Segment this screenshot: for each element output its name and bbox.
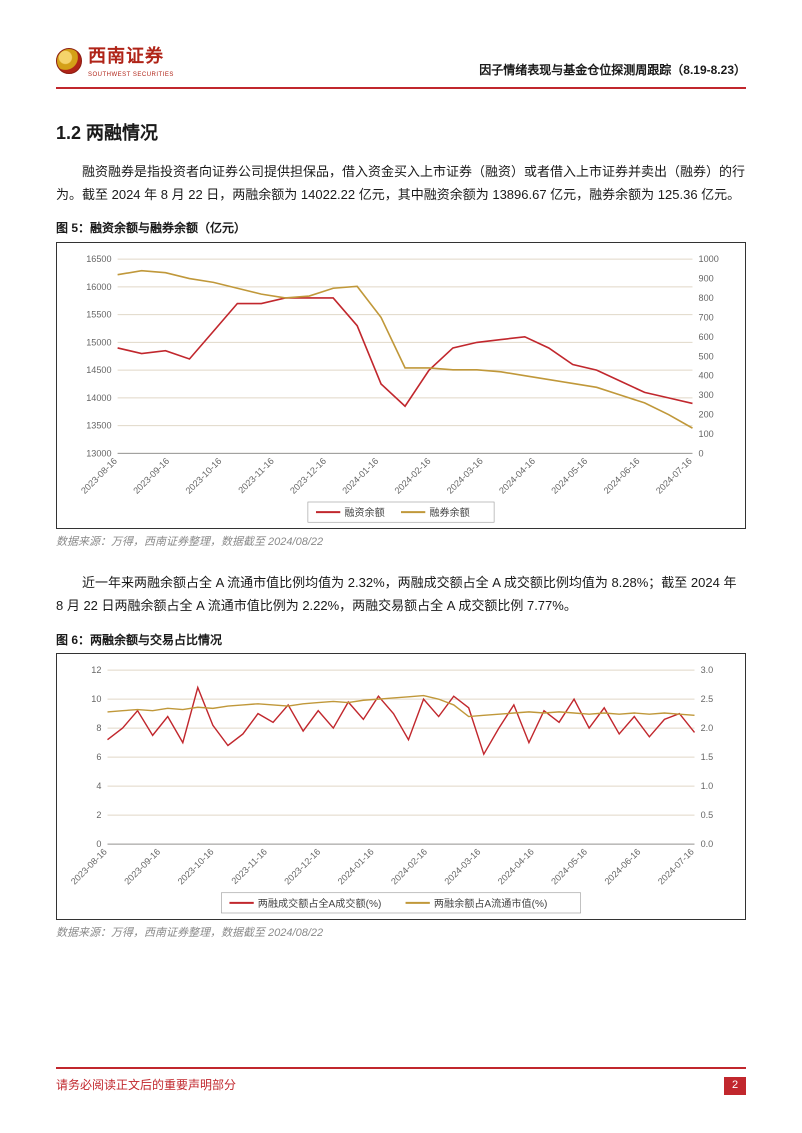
svg-text:900: 900: [699, 274, 714, 284]
svg-text:2023-11-16: 2023-11-16: [236, 456, 275, 495]
chart1-container: 13000 13500 14000 14500 15000 15500 16000 16500…: [56, 242, 746, 529]
svg-text:两融余额占A流通市值(%): 两融余额占A流通市值(%): [434, 897, 547, 910]
svg-text:2024-04-16: 2024-04-16: [497, 456, 537, 496]
svg-text:2024-06-16: 2024-06-16: [603, 847, 643, 887]
section-heading: 1.2 两融情况: [56, 117, 746, 149]
page-root: 西南证券 SOUTHWEST SECURITIES 因子情绪表现与基金仓位探测周…: [0, 0, 802, 1133]
svg-text:1.5: 1.5: [701, 753, 714, 763]
logo-icon: [56, 48, 82, 74]
chart2-source: 数据来源：万得，西南证券整理，数据截至 2024/08/22: [56, 924, 746, 944]
svg-text:12: 12: [91, 666, 101, 676]
svg-text:400: 400: [699, 371, 714, 381]
svg-text:700: 700: [699, 312, 714, 322]
logo-text-wrap: 西南证券 SOUTHWEST SECURITIES: [88, 40, 174, 81]
svg-text:2023-12-16: 2023-12-16: [288, 456, 328, 496]
svg-text:2024-02-16: 2024-02-16: [389, 847, 429, 887]
svg-text:2024-05-16: 2024-05-16: [549, 456, 589, 496]
svg-text:13500: 13500: [86, 421, 111, 431]
svg-text:1.0: 1.0: [701, 782, 714, 792]
svg-text:6: 6: [96, 753, 101, 763]
svg-text:2023-08-16: 2023-08-16: [69, 847, 109, 887]
page-header: 西南证券 SOUTHWEST SECURITIES 因子情绪表现与基金仓位探测周…: [56, 40, 746, 89]
svg-text:100: 100: [699, 429, 714, 439]
svg-text:300: 300: [699, 390, 714, 400]
svg-text:2024-02-16: 2024-02-16: [393, 456, 433, 496]
svg-text:0.0: 0.0: [701, 840, 714, 850]
logo-subtext: SOUTHWEST SECURITIES: [88, 70, 174, 81]
svg-text:4: 4: [96, 782, 101, 792]
paragraph-2: 近一年来两融余额占全 A 流通市值比例均值为 2.32%，两融成交额占全 A 成…: [56, 571, 746, 618]
svg-text:2024-03-16: 2024-03-16: [445, 456, 485, 496]
footer-page-number: 2: [724, 1077, 746, 1095]
svg-text:2023-09-16: 2023-09-16: [131, 456, 171, 496]
svg-text:8: 8: [96, 724, 101, 734]
svg-text:2023-10-16: 2023-10-16: [176, 847, 216, 887]
svg-text:13000: 13000: [86, 448, 111, 458]
chart1-source: 数据来源：万得，西南证券整理，数据截至 2024/08/22: [56, 533, 746, 553]
svg-text:500: 500: [699, 351, 714, 361]
svg-text:2024-05-16: 2024-05-16: [549, 847, 589, 887]
svg-text:2023-11-16: 2023-11-16: [230, 847, 269, 886]
svg-text:16500: 16500: [86, 254, 111, 264]
logo-block: 西南证券 SOUTHWEST SECURITIES: [56, 40, 174, 81]
svg-text:3.0: 3.0: [701, 666, 714, 676]
paragraph-1: 融资融券是指投资者向证券公司提供担保品，借入资金买入上市证券（融资）或者借入上市…: [56, 160, 746, 207]
header-right-text: 因子情绪表现与基金仓位探测周跟踪（8.19-8.23）: [479, 60, 746, 82]
svg-text:2023-09-16: 2023-09-16: [122, 847, 162, 887]
svg-text:2024-07-16: 2024-07-16: [656, 847, 696, 887]
chart2-title: 图 6：两融余额与交易占比情况: [56, 630, 746, 652]
svg-text:0: 0: [699, 448, 704, 458]
chart2-svg: 0246810120.00.51.01.52.02.53.02023-08-16…: [67, 662, 735, 915]
svg-text:16000: 16000: [86, 282, 111, 292]
chart2-container: 0246810120.00.51.01.52.02.53.02023-08-16…: [56, 653, 746, 920]
svg-text:2023-08-16: 2023-08-16: [79, 456, 119, 496]
page-footer: 请务必阅读正文后的重要声明部分 2: [56, 1067, 746, 1097]
svg-text:15500: 15500: [86, 310, 111, 320]
svg-text:2.0: 2.0: [701, 724, 714, 734]
chart1-svg: 13000 13500 14000 14500 15000 15500 16000 16500…: [67, 251, 735, 524]
svg-text:融资余额: 融资余额: [344, 506, 384, 519]
svg-text:10: 10: [91, 695, 101, 705]
svg-text:2023-10-16: 2023-10-16: [184, 456, 224, 496]
svg-text:2023-12-16: 2023-12-16: [282, 847, 322, 887]
svg-text:14500: 14500: [86, 365, 111, 375]
svg-text:2.5: 2.5: [701, 695, 714, 705]
svg-text:800: 800: [699, 293, 714, 303]
svg-text:0.5: 0.5: [701, 811, 714, 821]
logo-text: 西南证券: [88, 40, 174, 72]
svg-text:2024-04-16: 2024-04-16: [496, 847, 536, 887]
svg-text:2024-06-16: 2024-06-16: [602, 456, 642, 496]
svg-text:600: 600: [699, 332, 714, 342]
svg-text:2024-07-16: 2024-07-16: [654, 456, 694, 496]
svg-text:2024-01-16: 2024-01-16: [336, 847, 376, 887]
svg-text:2024-01-16: 2024-01-16: [340, 456, 380, 496]
svg-text:两融成交额占全A成交额(%): 两融成交额占全A成交额(%): [258, 897, 382, 910]
svg-text:14000: 14000: [86, 393, 111, 403]
svg-text:200: 200: [699, 410, 714, 420]
svg-text:1000: 1000: [699, 254, 719, 264]
svg-text:2024-03-16: 2024-03-16: [442, 847, 482, 887]
chart1-title: 图 5：融资余额与融券余额（亿元）: [56, 218, 746, 240]
svg-text:15000: 15000: [86, 337, 111, 347]
svg-text:融券余额: 融券余额: [429, 506, 469, 519]
footer-disclaimer: 请务必阅读正文后的重要声明部分: [56, 1075, 236, 1097]
svg-text:2: 2: [96, 811, 101, 821]
